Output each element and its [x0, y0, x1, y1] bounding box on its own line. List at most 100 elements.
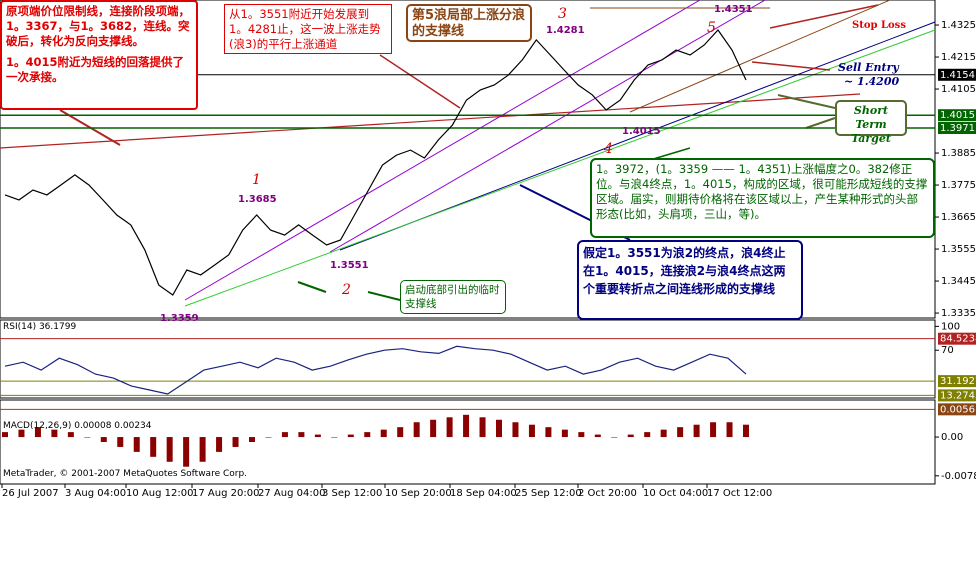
macd-bar	[463, 414, 470, 438]
target-box: Short Term Target	[835, 100, 907, 145]
stop-loss-label: Stop Loss	[852, 20, 906, 31]
y-tick-label: 0.00	[941, 432, 963, 443]
wave5-support	[629, 0, 891, 113]
macd-bar	[611, 437, 618, 438]
level-box	[938, 68, 976, 81]
macd-bar	[528, 424, 535, 438]
x-tick-label: 3 Sep 12:00	[322, 488, 382, 499]
macd-bar	[693, 424, 700, 438]
rsi-panel	[0, 319, 936, 399]
annotation-box: 1。3972，(1。3359 —— 1。4351)上涨幅度之0。382修正位。与…	[590, 158, 935, 238]
wave-label: 5	[707, 20, 716, 36]
wave-price: 1.4281	[546, 25, 585, 36]
wave-price: 1.3551	[330, 260, 369, 271]
annotation-box: 第5浪局部上涨分浪的支撑线	[406, 4, 532, 42]
arrow	[379, 54, 461, 109]
macd-bar	[265, 437, 272, 438]
macd-bar	[100, 437, 107, 442]
macd-bar	[364, 432, 371, 438]
macd-bar	[150, 437, 157, 457]
macd-bar	[677, 427, 684, 438]
macd-bar	[117, 437, 124, 447]
wave-price: 1.3685	[238, 194, 277, 205]
macd-bar	[34, 427, 41, 438]
level-box	[938, 375, 976, 388]
macd-bar	[479, 417, 486, 438]
macd-panel	[0, 399, 936, 485]
y-tick-label: 1.3445	[941, 276, 976, 287]
annotation-box: 原项端价位限制线，连接阶段项端，1。3367，与1。3682，连线。突破后，转化…	[0, 0, 198, 110]
y-tick-label: -0.00784	[941, 471, 976, 482]
macd-bar	[347, 434, 354, 438]
y-tick-label: 100	[941, 321, 960, 332]
macd-bar	[397, 427, 404, 438]
macd-bar	[199, 437, 206, 462]
sell-entry-label: Sell Entry	[838, 61, 899, 74]
x-tick-label: 26 Jul 2007	[2, 488, 59, 499]
wave-label: 4	[604, 141, 613, 157]
arrow	[769, 4, 879, 29]
start-support-line	[184, 29, 936, 307]
channel-lower	[329, 0, 766, 253]
macd-bar	[726, 422, 733, 438]
macd-bar	[249, 437, 255, 442]
level-box	[938, 332, 976, 345]
annotation-text: 原项端价位限制线，连接阶段项端，1。3367，与1。3682，连线。突破后，转化…	[6, 4, 190, 48]
macd-bar	[216, 437, 223, 452]
macd-bar	[2, 432, 8, 438]
wave-label: 1	[252, 172, 261, 188]
arrow	[297, 281, 327, 293]
sell-price-label: ~ 1.4200	[844, 75, 900, 88]
arrow	[777, 94, 836, 109]
macd-bar	[446, 417, 453, 438]
y-tick-label: 1.3665	[941, 212, 976, 223]
macd-bar	[67, 432, 74, 438]
x-tick-label: 17 Aug 20:00	[192, 488, 259, 499]
y-tick-label: 1.3775	[941, 180, 976, 191]
y-tick-label: 1.4325	[941, 20, 976, 31]
copyright: MetaTrader, © 2001-2007 MetaQuotes Softw…	[3, 469, 248, 479]
macd-bar	[281, 432, 288, 438]
resistance-line	[0, 93, 861, 149]
arrow	[367, 291, 401, 301]
level-label: 0.00561	[940, 404, 976, 415]
annotation-box: 启动底部引出的临时支撑线	[400, 280, 506, 314]
y-tick-label: 1.3885	[941, 148, 976, 159]
macd-bar	[166, 437, 173, 462]
macd-bar	[578, 432, 585, 438]
macd-bar	[183, 437, 190, 467]
level-label: 31.1927	[940, 376, 976, 387]
x-tick-label: 3 Aug 04:00	[65, 488, 126, 499]
level-label: 1.4154	[940, 70, 975, 81]
macd-bar	[594, 434, 601, 438]
wave-price: 1.4015	[622, 126, 661, 137]
level-box	[938, 403, 976, 416]
x-tick-label: 18 Sep 04:00	[450, 488, 517, 499]
x-tick-label: 2 Oct 20:00	[578, 488, 637, 499]
low-price: 1.3359	[160, 313, 199, 324]
level-label: 84.5238	[940, 334, 976, 345]
channel-upper	[184, 0, 701, 301]
level-box	[938, 122, 976, 135]
arrow	[805, 117, 836, 129]
macd-bar	[314, 434, 321, 438]
macd-bar	[18, 429, 25, 438]
macd-bar	[496, 419, 502, 438]
y-tick-label: 1.4105	[941, 84, 976, 95]
macd-bar	[298, 432, 305, 438]
arrow	[751, 61, 831, 71]
annotation-text: 1。4015附近为短线的回落提供了一次承接。	[6, 55, 185, 84]
macd-bar	[430, 419, 437, 438]
macd-bar	[644, 432, 651, 438]
macd-label: MACD(12,26,9) 0.00008 0.00234	[3, 421, 152, 431]
wave-label: 2	[342, 282, 351, 298]
level-box	[938, 389, 976, 402]
y-tick-label: 1.3555	[941, 244, 976, 255]
rsi-line	[4, 345, 747, 395]
y-tick-label: 1.4215	[941, 52, 976, 63]
macd-bar	[710, 422, 717, 438]
macd-bar	[413, 422, 420, 438]
macd-bar	[84, 437, 91, 438]
y-tick-label: 1.3335	[941, 308, 976, 319]
